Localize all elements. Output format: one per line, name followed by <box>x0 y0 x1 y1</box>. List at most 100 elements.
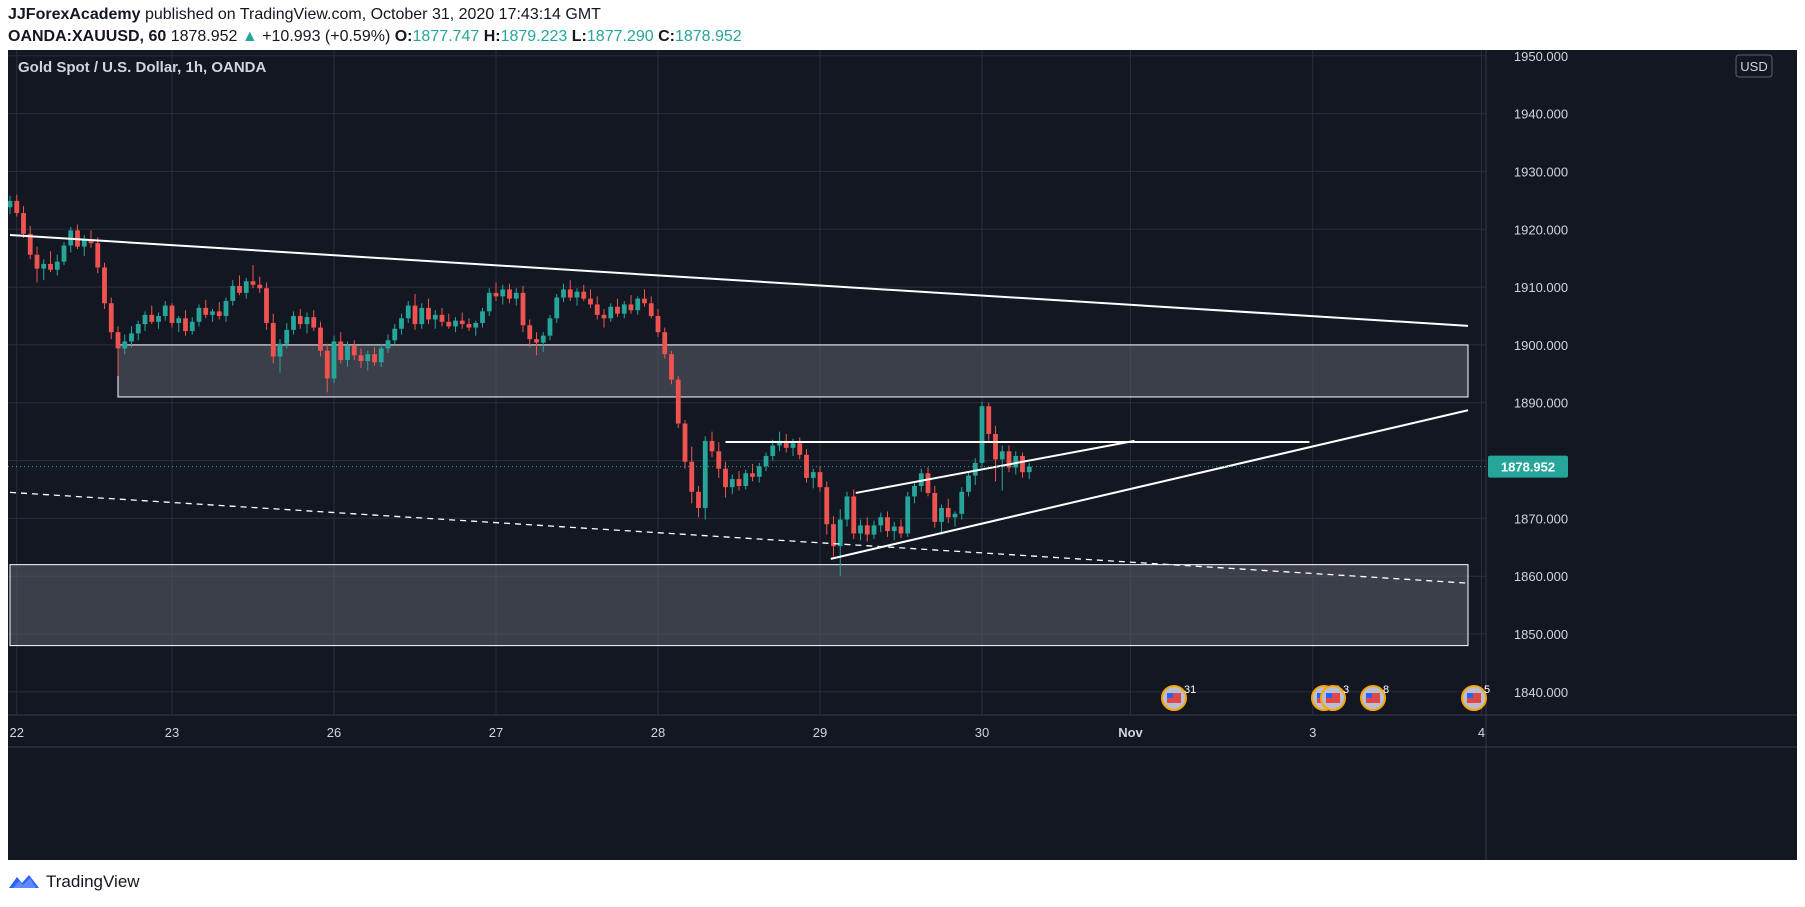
flag-canton <box>1317 693 1323 698</box>
low-value: 1877.290 <box>586 28 654 45</box>
candle-body <box>419 307 425 325</box>
candle-body <box>459 320 465 325</box>
candle-body <box>318 327 323 351</box>
candle-body <box>122 341 128 349</box>
candle-body <box>554 297 560 319</box>
candle-body <box>81 239 87 247</box>
candle-body <box>385 340 391 349</box>
x-tick-label: 28 <box>651 725 665 740</box>
y-tick-label: 1890.000 <box>1514 396 1568 411</box>
event-count: 5 <box>1484 684 1490 696</box>
currency-badge[interactable] <box>1735 54 1773 78</box>
candle-body <box>1026 466 1032 473</box>
candle-body <box>473 322 479 328</box>
candle-body <box>405 305 411 319</box>
y-tick-label: 1870.000 <box>1514 511 1568 526</box>
candle-body <box>250 281 256 285</box>
candle-body <box>608 306 614 319</box>
candle-body <box>993 433 998 460</box>
low-label: L: <box>571 28 587 45</box>
candle-body <box>129 333 134 342</box>
candles-layer <box>7 194 1032 577</box>
publisher-name[interactable]: JJForexAcademy <box>8 6 141 23</box>
open-label: O: <box>394 28 413 45</box>
candle-body <box>662 332 668 355</box>
candle-body <box>284 329 290 344</box>
candle-body <box>709 440 715 452</box>
candle-body <box>716 451 722 469</box>
flag-canton <box>1167 693 1173 698</box>
x-tick-label: 3 <box>1309 725 1316 740</box>
candle-body <box>702 440 708 508</box>
candle-body <box>426 307 431 320</box>
flag-canton <box>1326 693 1332 698</box>
candle-body <box>790 443 796 448</box>
candle-body <box>851 496 857 534</box>
candle-body <box>696 491 701 508</box>
candle-body <box>966 475 971 492</box>
tradingview-logo-icon[interactable] <box>8 873 40 891</box>
candle-body <box>392 328 398 341</box>
candle-body <box>527 325 533 340</box>
price-tag-bg <box>1488 455 1568 478</box>
candle-body <box>655 316 661 333</box>
candle-body <box>628 304 634 311</box>
flag-stripes <box>1467 693 1481 703</box>
candle-body <box>675 379 681 424</box>
candle-body <box>351 346 357 356</box>
ohlc-legend: OANDA:XAUUSD, 60 1878.952 ▲ +10.993 (+0.… <box>8 28 742 46</box>
candle-body <box>365 354 371 362</box>
candle-body <box>837 519 843 547</box>
candle-body <box>358 355 364 362</box>
candle-body <box>1020 455 1025 473</box>
candle-body <box>500 289 506 297</box>
y-tick-label: 1930.000 <box>1514 164 1568 179</box>
candle-body <box>804 454 809 478</box>
flag-canton <box>1467 693 1473 698</box>
candle-body <box>41 263 47 269</box>
y-tick-label: 1860.000 <box>1514 569 1568 584</box>
candle-body <box>169 305 175 323</box>
x-tick-label: 29 <box>813 725 827 740</box>
candle-body <box>669 354 674 380</box>
candle-body <box>480 311 485 323</box>
candle-body <box>7 200 13 208</box>
last-price: 1878.952 <box>170 28 238 45</box>
x-tick-label: 26 <box>327 725 341 740</box>
zones-layer <box>9 344 1469 647</box>
candle-body <box>21 213 26 234</box>
candle-body <box>338 341 344 360</box>
published-text: published on TradingView.com, October 31… <box>140 6 601 23</box>
candle-body <box>95 243 101 268</box>
chart-panel[interactable]: 1840.0001850.0001860.0001870.0001880.000… <box>7 49 1797 860</box>
candle-body <box>216 311 222 316</box>
up-arrow-icon: ▲ <box>241 28 258 45</box>
candle-body <box>203 307 209 315</box>
price-chart[interactable]: 1840.0001850.0001860.0001870.0001880.000… <box>7 49 1797 860</box>
flag-stripes <box>1167 693 1181 703</box>
x-tick-label: 4 <box>1478 725 1485 740</box>
candle-body <box>770 445 776 456</box>
candle-body <box>196 307 202 322</box>
candle-body <box>446 321 452 327</box>
candle-body <box>945 507 951 518</box>
candle-body <box>230 285 236 301</box>
candle-body <box>243 281 249 293</box>
candle-body <box>621 304 627 314</box>
price-axis: 1840.0001850.0001860.0001870.0001880.000… <box>1485 49 1568 860</box>
flag-stripes <box>1366 693 1380 703</box>
candle-body <box>102 267 107 304</box>
candle-body <box>14 200 20 214</box>
candle-body <box>61 245 67 262</box>
candle-body <box>493 292 499 297</box>
candle-body <box>912 486 917 497</box>
candle-body <box>453 320 458 327</box>
candle-body <box>642 298 647 304</box>
candle-body <box>540 335 546 343</box>
candle-body <box>682 423 688 462</box>
tradingview-brand[interactable]: TradingView <box>46 872 140 891</box>
trend-line <box>855 439 1135 494</box>
candle-body <box>466 324 472 328</box>
candle-body <box>783 440 789 448</box>
candle-body <box>797 443 803 455</box>
